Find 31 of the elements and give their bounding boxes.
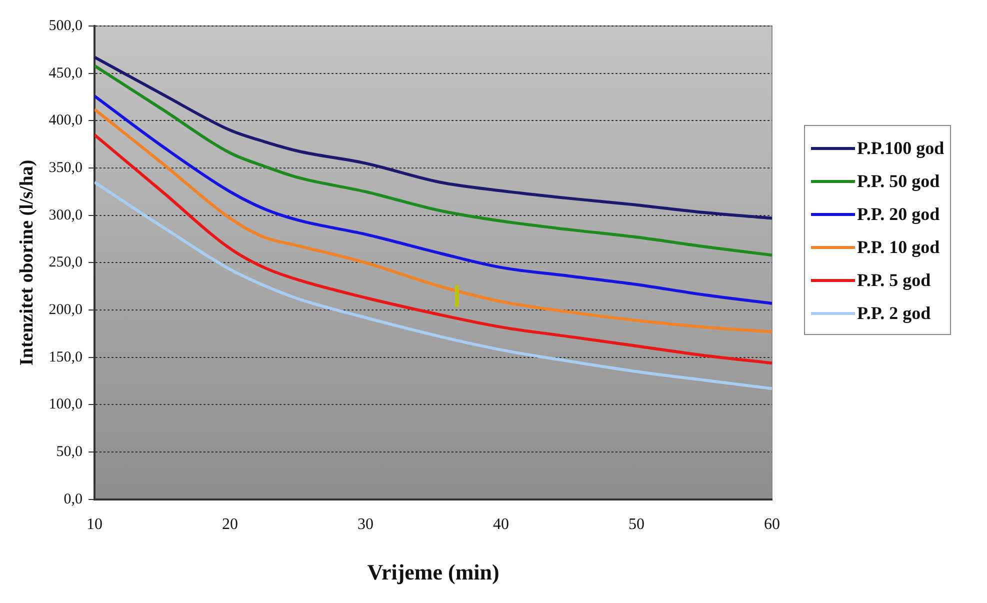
y-tick-label: 50,0 xyxy=(56,444,83,460)
x-axis-title: Vrijeme (min) xyxy=(367,559,500,584)
line-series xyxy=(94,180,772,390)
y-tick-label: 0,0 xyxy=(64,491,83,508)
legend-label: P.P. 2 god xyxy=(857,303,931,324)
x-tick-label: 40 xyxy=(493,516,510,534)
y-tick-label: 200,0 xyxy=(48,302,83,318)
y-tick-label: 450,0 xyxy=(48,65,83,82)
y-axis-title: Intenzitet oborine (l/s/ha) xyxy=(16,160,38,366)
line-series xyxy=(94,56,772,220)
line-series xyxy=(94,64,772,257)
y-tick-label: 350,0 xyxy=(48,160,83,176)
legend-label: P.P.100 god xyxy=(857,138,944,159)
x-tick-label: 60 xyxy=(764,516,780,534)
legend-label: P.P. 20 god xyxy=(857,204,940,225)
y-tick-label: 150,0 xyxy=(48,349,83,366)
y-tick-label: 250,0 xyxy=(48,254,83,271)
legend-label: P.P. 5 god xyxy=(857,270,931,291)
line-series xyxy=(94,133,772,365)
x-tick-label: 10 xyxy=(86,516,103,534)
legend-label: P.P. 50 god xyxy=(857,171,940,192)
y-tick-label: 500,0 xyxy=(48,18,83,34)
y-tick-label: 100,0 xyxy=(48,396,83,413)
x-tick-label: 20 xyxy=(222,516,238,534)
y-tick-label: 300,0 xyxy=(48,207,83,224)
line-series xyxy=(94,94,772,305)
legend-label: P.P. 10 god xyxy=(857,237,940,258)
y-tick-label: 400,0 xyxy=(48,112,83,129)
x-tick-label: 30 xyxy=(358,516,374,534)
line-series xyxy=(94,108,772,334)
x-tick-label: 50 xyxy=(628,516,645,534)
